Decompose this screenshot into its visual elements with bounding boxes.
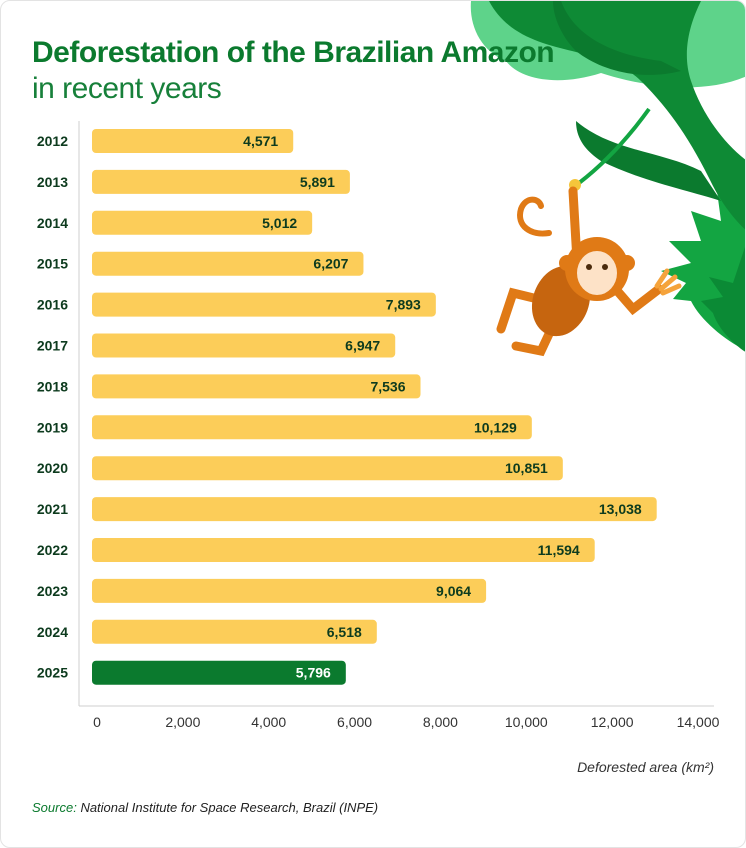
data-label-2019: 10,129 bbox=[474, 419, 517, 435]
bar-2013 bbox=[92, 169, 350, 194]
chart-title-bold: Deforestation of the Brazilian Amazon bbox=[32, 36, 555, 69]
bar-2019 bbox=[92, 415, 532, 440]
monkey-ear-left bbox=[559, 255, 575, 271]
bar-2023 bbox=[92, 578, 487, 603]
y-tick-label-2020: 2020 bbox=[37, 460, 68, 476]
x-tick-label-14000: 14,000 bbox=[677, 714, 720, 730]
bar-2017 bbox=[92, 333, 396, 358]
source-text: National Institute for Space Research, B… bbox=[80, 800, 379, 815]
y-tick-label-2025: 2025 bbox=[37, 665, 68, 681]
y-tick-label-2012: 2012 bbox=[37, 133, 68, 149]
x-tick-label-6000: 6,000 bbox=[337, 714, 372, 730]
data-label-2023: 9,064 bbox=[436, 583, 471, 599]
bar-2021 bbox=[92, 497, 657, 522]
bar-2025 bbox=[92, 660, 346, 685]
source-note: Source: National Institute for Space Res… bbox=[32, 800, 378, 815]
y-tick-label-2016: 2016 bbox=[37, 297, 68, 313]
bar-2020 bbox=[92, 456, 563, 481]
data-label-2025: 5,796 bbox=[296, 665, 331, 681]
data-label-2024: 6,518 bbox=[327, 624, 362, 640]
bar-2024 bbox=[92, 619, 377, 644]
y-tick-label-2014: 2014 bbox=[37, 215, 68, 231]
y-tick-label-2017: 2017 bbox=[37, 338, 68, 354]
data-label-2018: 7,536 bbox=[370, 378, 405, 394]
monkey-hand bbox=[654, 268, 682, 296]
data-label-2014: 5,012 bbox=[262, 215, 297, 231]
tree-branch bbox=[553, 1, 681, 75]
chart-title: Deforestation of the Brazilian Amazon in… bbox=[32, 35, 555, 107]
x-tick-label-10000: 10,000 bbox=[505, 714, 548, 730]
vine bbox=[577, 107, 651, 185]
tree-trunk bbox=[489, 1, 745, 230]
bar-2016 bbox=[92, 292, 436, 317]
x-tick-label-8000: 8,000 bbox=[423, 714, 458, 730]
data-label-2015: 6,207 bbox=[313, 256, 348, 272]
bar-2022 bbox=[92, 538, 595, 562]
data-label-2017: 6,947 bbox=[345, 338, 380, 354]
x-tick-label-4000: 4,000 bbox=[251, 714, 286, 730]
y-tick-label-2018: 2018 bbox=[37, 378, 68, 394]
y-tick-label-2013: 2013 bbox=[37, 174, 68, 190]
monkey-eye-right bbox=[602, 264, 608, 270]
data-label-2020: 10,851 bbox=[505, 460, 548, 476]
monkey-arm-right bbox=[608, 281, 664, 316]
tree-branch-lower bbox=[576, 121, 721, 201]
y-tick-label-2015: 2015 bbox=[37, 256, 68, 272]
x-tick-label-12000: 12,000 bbox=[591, 714, 634, 730]
y-tick-label-2021: 2021 bbox=[37, 501, 68, 517]
monkey-face bbox=[577, 251, 617, 295]
data-label-2012: 4,571 bbox=[243, 133, 278, 149]
bar-2018 bbox=[92, 374, 421, 399]
y-tick-label-2019: 2019 bbox=[37, 419, 68, 435]
y-tick-label-2022: 2022 bbox=[37, 542, 68, 558]
monkey-eye-left bbox=[586, 264, 592, 270]
x-tick-label-0: 0 bbox=[93, 714, 101, 730]
source-label: Source: bbox=[32, 800, 77, 815]
data-label-2022: 11,594 bbox=[538, 542, 580, 558]
x-tick-label-2000: 2,000 bbox=[165, 714, 200, 730]
monkey-ear-right bbox=[619, 255, 635, 271]
y-tick-label-2024: 2024 bbox=[37, 624, 68, 640]
data-label-2016: 7,893 bbox=[386, 297, 421, 313]
bar-2015 bbox=[92, 251, 364, 276]
data-label-2013: 5,891 bbox=[300, 174, 335, 190]
monkey-tail bbox=[517, 196, 552, 237]
data-label-2021: 13,038 bbox=[599, 501, 642, 517]
bar-2014 bbox=[92, 210, 313, 235]
tree-leaves-dark-2 bbox=[701, 247, 745, 352]
y-tick-label-2023: 2023 bbox=[37, 583, 68, 599]
x-axis-title: Deforested area (km²) bbox=[577, 759, 714, 775]
chart-title-regular: in recent years bbox=[32, 72, 222, 105]
bar-2012 bbox=[92, 129, 294, 153]
